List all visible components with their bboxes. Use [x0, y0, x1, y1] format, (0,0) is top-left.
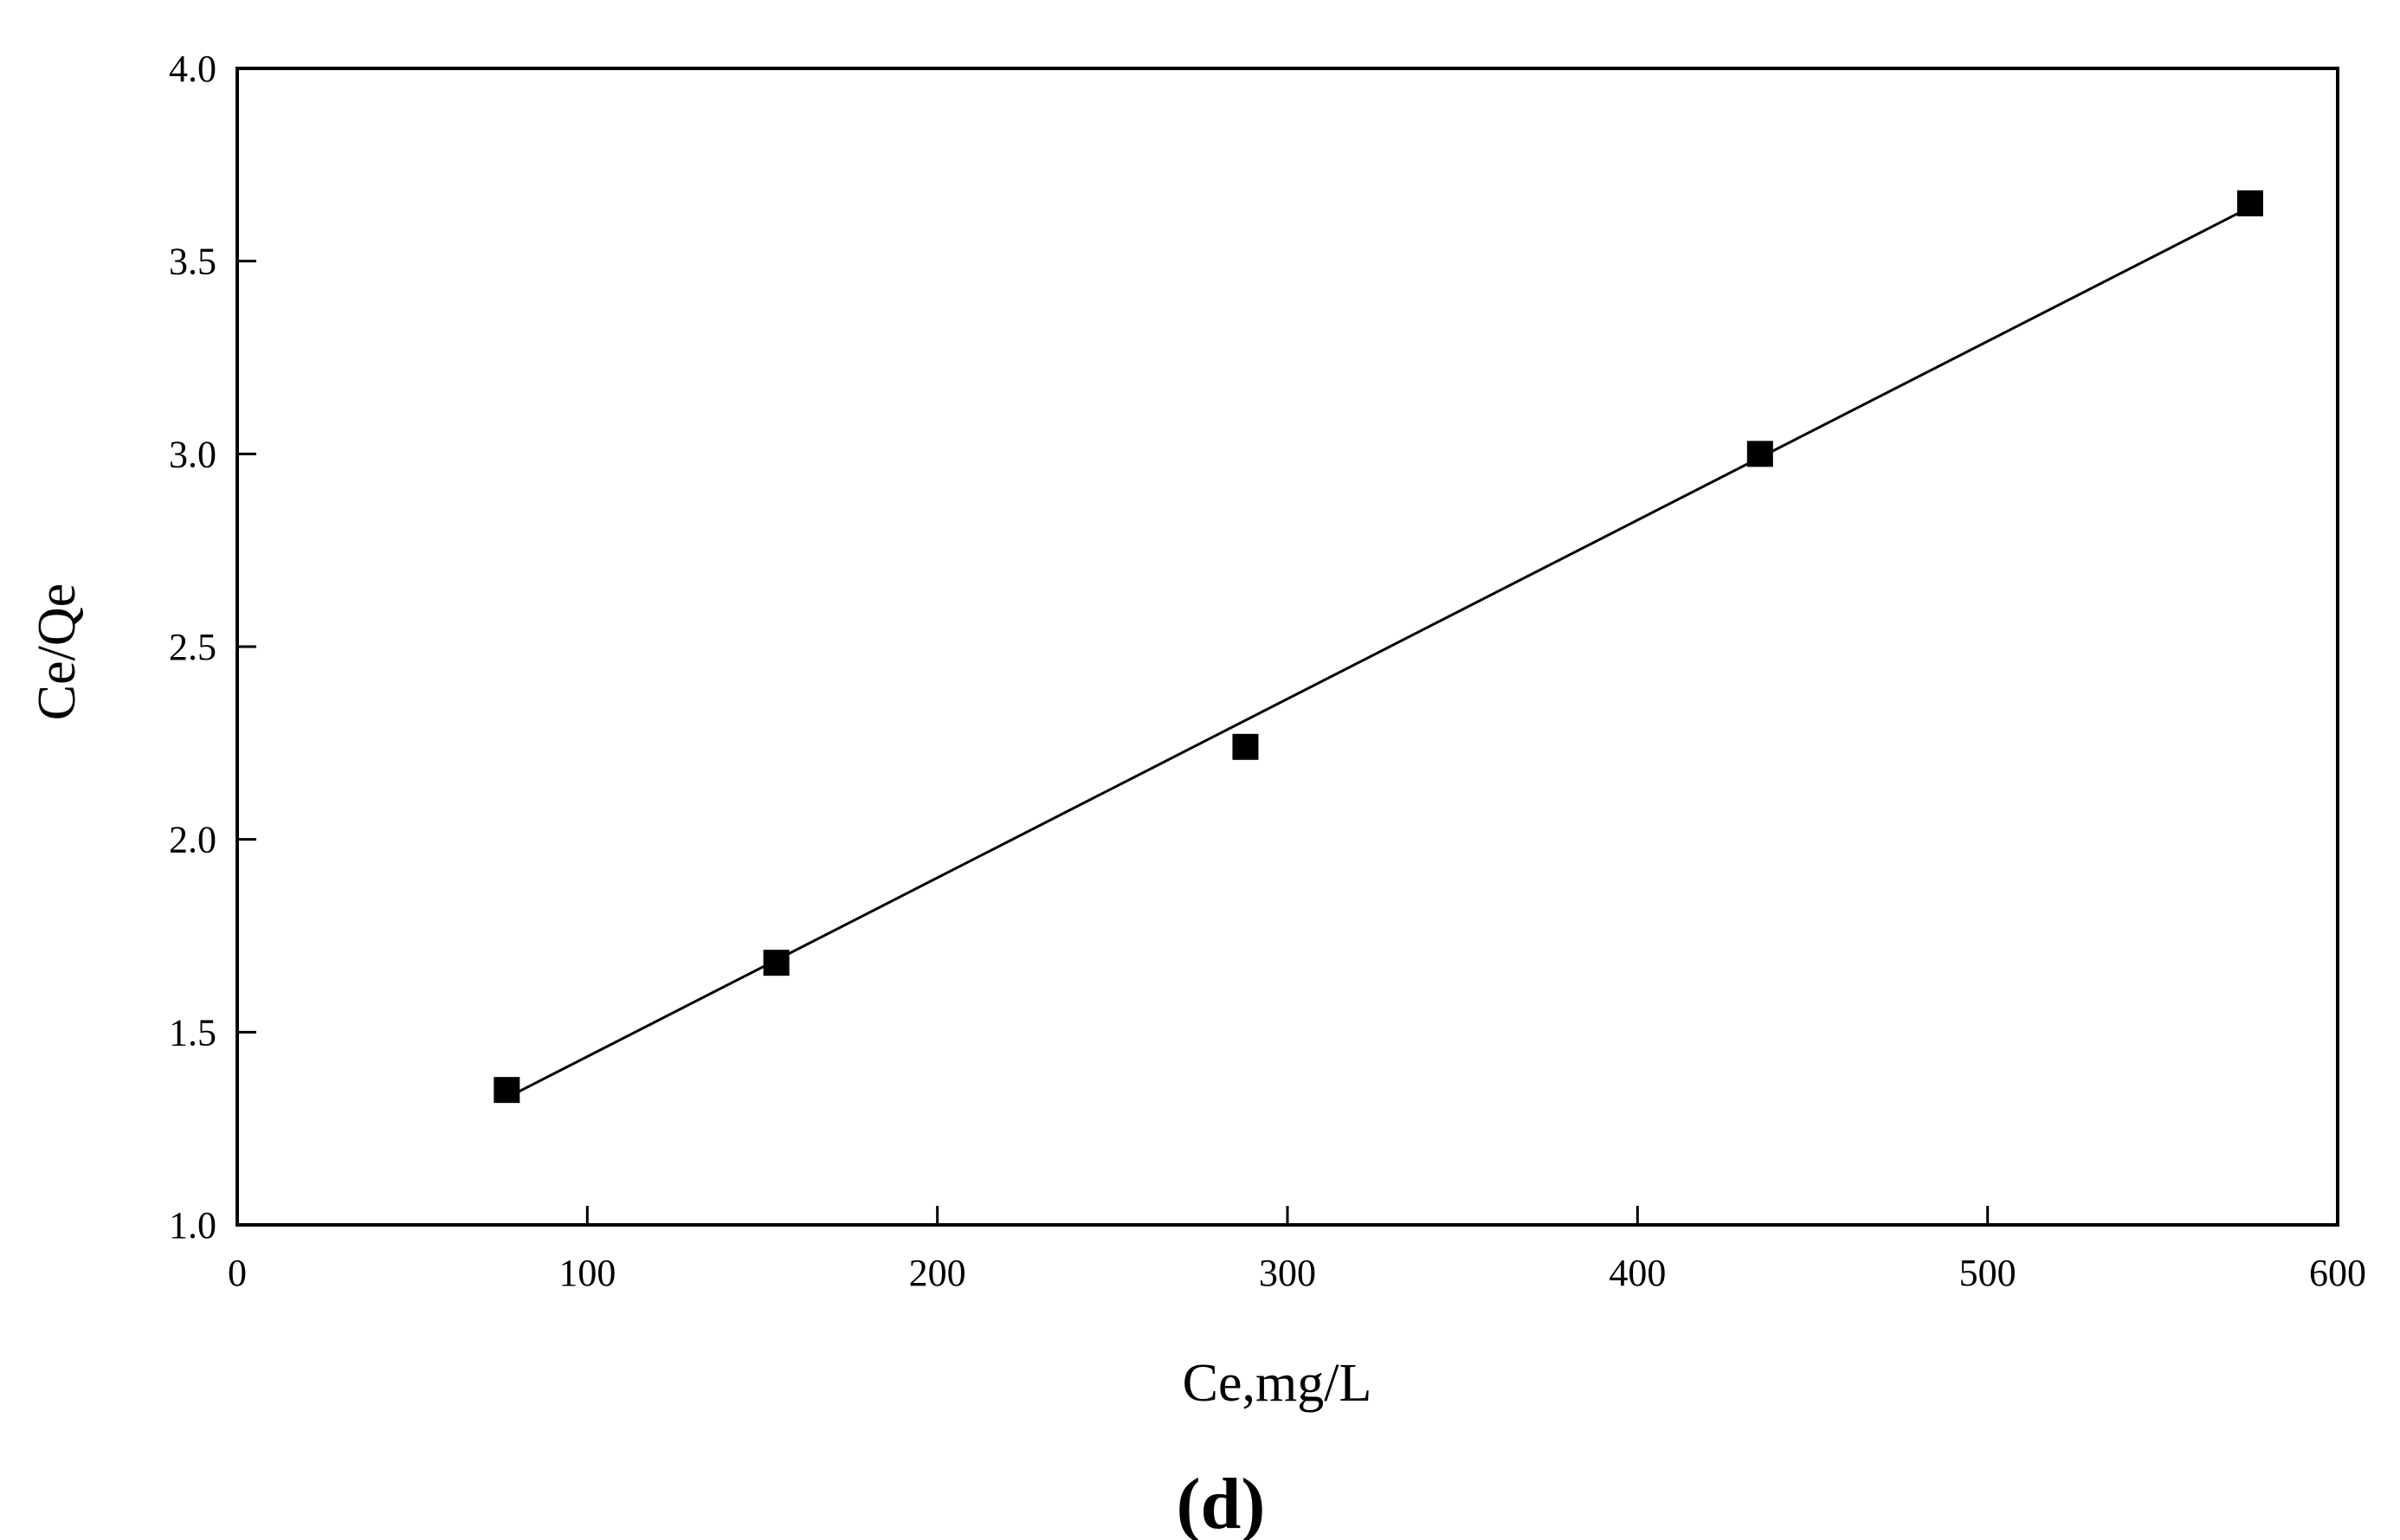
- fit-line: [506, 205, 2251, 1099]
- plot-layer: 0 100 200 300 400 500 600 1.0 1.5 2.0 2.5 3.0 3.5 4.0: [169, 48, 2366, 1294]
- y-tick-label: 1.5: [169, 1011, 216, 1054]
- x-tick-label: 600: [2309, 1252, 2366, 1294]
- data-point: [1232, 733, 1259, 760]
- x-axis-title: Ce,mg/L: [1183, 1354, 1372, 1413]
- plot-frame: [235, 67, 2339, 1227]
- y-tick-label: 2.0: [169, 819, 216, 861]
- data-point: [2236, 190, 2263, 216]
- panel-label: (d): [1177, 1464, 1266, 1540]
- data-point: [494, 1077, 520, 1104]
- y-tick-label: 1.0: [169, 1204, 216, 1247]
- x-tick-label: 0: [228, 1252, 247, 1294]
- data-point: [763, 950, 790, 976]
- x-tick-label: 400: [1609, 1252, 1666, 1294]
- data-point: [1746, 441, 1773, 467]
- x-tick-label: 500: [1959, 1252, 2016, 1294]
- y-axis-title: Ce/Qe: [28, 583, 87, 720]
- y-tick-label: 4.0: [169, 48, 216, 90]
- x-tick-label: 100: [558, 1252, 616, 1294]
- y-tick-label: 2.5: [169, 626, 216, 668]
- x-tick-label: 200: [909, 1252, 966, 1294]
- x-tick-label: 300: [1259, 1252, 1316, 1294]
- y-tick-label: 3.5: [169, 241, 216, 283]
- y-tick-label: 3.0: [169, 433, 216, 475]
